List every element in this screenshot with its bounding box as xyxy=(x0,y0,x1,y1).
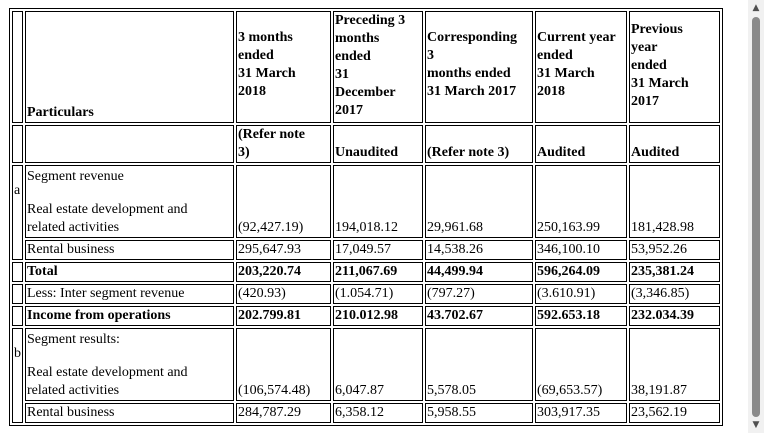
row-label: Income from operations xyxy=(25,306,234,326)
value-cell: 194,018.12 xyxy=(333,165,423,238)
income-row: Income from operations 202.799.81 210.01… xyxy=(12,306,720,326)
value-cell: 181,428.98 xyxy=(629,165,720,238)
subheader-col-4: Audited xyxy=(535,125,627,163)
value-cell: 5,578.05 xyxy=(425,328,533,401)
value-cell: 5,958.55 xyxy=(425,403,533,423)
value-cell: 303,917.35 xyxy=(535,403,627,423)
value-cell: 17,049.57 xyxy=(333,240,423,260)
value-cell: 346,100.10 xyxy=(535,240,627,260)
table-row: Rental business 284,787.29 6,358.12 5,95… xyxy=(12,403,720,423)
value-cell: 6,047.87 xyxy=(333,328,423,401)
value-cell: 592.653.18 xyxy=(535,306,627,326)
value-cell: 232.034.39 xyxy=(629,306,720,326)
subheader-col-5: Audited xyxy=(629,125,720,163)
section-marker-a: a xyxy=(12,165,23,260)
total-row: Total 203,220.74 211,067.69 44,499.94 59… xyxy=(12,262,720,282)
value-cell: 210.012.98 xyxy=(333,306,423,326)
segment-revenue-cell: Segment revenue Real estate development … xyxy=(25,165,234,238)
value-cell: (420.93) xyxy=(236,284,331,304)
value-cell: 53,952.26 xyxy=(629,240,720,260)
document-viewport: Particulars 3 months ended 31 March 2018 Pr… xyxy=(9,8,723,426)
row-label: Real estate development and related activ… xyxy=(27,202,188,235)
header-col-3: Corresponding 3 months ended 31 March 2017 xyxy=(425,11,533,123)
marker-cell xyxy=(12,262,23,282)
subheader-col-3: (Refer note 3) xyxy=(425,125,533,163)
value-cell: 235,381.24 xyxy=(629,262,720,282)
value-cell: (92,427.19) xyxy=(236,165,331,238)
scroll-up-arrow-icon[interactable]: ▲ xyxy=(752,3,760,13)
marker-cell xyxy=(12,125,23,163)
scrollbar-thumb[interactable] xyxy=(752,17,760,417)
value-cell: 203,220.74 xyxy=(236,262,331,282)
value-cell: (797.27) xyxy=(425,284,533,304)
value-cell: (69,653.57) xyxy=(535,328,627,401)
row-label: Rental business xyxy=(25,240,234,260)
section-title: Segment results: xyxy=(27,332,120,347)
value-cell: 284,787.29 xyxy=(236,403,331,423)
subheader-row: (Refer note 3) Unaudited (Refer note 3) A… xyxy=(12,125,720,163)
value-cell: (3,346.85) xyxy=(629,284,720,304)
subheader-empty xyxy=(25,125,234,163)
table-row: b Segment results: Real estate developme… xyxy=(12,328,720,423)
row-label: Less: Inter segment revenue xyxy=(25,284,234,304)
value-cell: 295,647.93 xyxy=(236,240,331,260)
row-label: Total xyxy=(25,262,234,282)
header-particulars: Particulars xyxy=(25,11,234,123)
subheader-col-1: (Refer note 3) xyxy=(236,125,331,163)
less-row: Less: Inter segment revenue (420.93) (1.… xyxy=(12,284,720,304)
value-cell: (106,574.48) xyxy=(236,328,331,401)
marker-cell xyxy=(12,11,23,123)
value-cell: 14,538.26 xyxy=(425,240,533,260)
scroll-down-arrow-icon[interactable]: ▼ xyxy=(752,420,760,430)
value-cell: (3.610.91) xyxy=(535,284,627,304)
marker-cell xyxy=(12,306,23,326)
value-cell: (1.054.71) xyxy=(333,284,423,304)
header-col-2: Preceding 3 months ended 31 December 2017 xyxy=(333,11,423,123)
section-title: Segment revenue xyxy=(27,169,124,184)
table-row: a Segment revenue Real estate developmen… xyxy=(12,165,720,260)
value-cell: 43.702.67 xyxy=(425,306,533,326)
header-col-5: Previous year ended 31 March 2017 xyxy=(629,11,720,123)
value-cell: 38,191.87 xyxy=(629,328,720,401)
header-col-4: Current year ended 31 March 2018 xyxy=(535,11,627,123)
table-row: Rental business 295,647.93 17,049.57 14,… xyxy=(12,240,720,260)
header-row: Particulars 3 months ended 31 March 2018 Pr… xyxy=(12,11,720,123)
subheader-col-2: Unaudited xyxy=(333,125,423,163)
header-col-1: 3 months ended 31 March 2018 xyxy=(236,11,331,123)
section-marker-b: b xyxy=(12,328,23,423)
value-cell: 29,961.68 xyxy=(425,165,533,238)
value-cell: 6,358.12 xyxy=(333,403,423,423)
value-cell: 44,499.94 xyxy=(425,262,533,282)
marker-cell xyxy=(12,284,23,304)
vertical-scrollbar[interactable]: ▲ ▼ xyxy=(748,0,764,433)
value-cell: 211,067.69 xyxy=(333,262,423,282)
segment-table: Particulars 3 months ended 31 March 2018 Pr… xyxy=(9,8,723,426)
row-label: Real estate development and related activ… xyxy=(27,365,188,398)
value-cell: 596,264.09 xyxy=(535,262,627,282)
value-cell: 250,163.99 xyxy=(535,165,627,238)
value-cell: 202.799.81 xyxy=(236,306,331,326)
row-label: Rental business xyxy=(25,403,234,423)
value-cell: 23,562.19 xyxy=(629,403,720,423)
segment-results-cell: Segment results: Real estate development… xyxy=(25,328,234,401)
